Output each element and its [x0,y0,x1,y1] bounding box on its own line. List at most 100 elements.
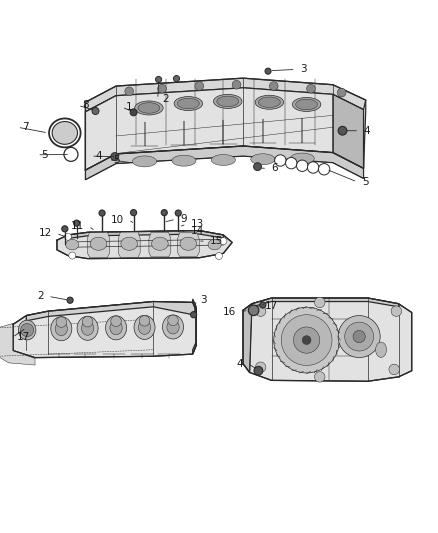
Circle shape [191,312,197,318]
Ellipse shape [208,239,221,250]
Circle shape [337,88,346,97]
Circle shape [269,82,278,91]
Polygon shape [88,231,110,258]
Circle shape [307,84,315,93]
Circle shape [389,364,399,375]
Text: 5: 5 [113,155,120,165]
Ellipse shape [258,97,280,108]
Text: 9: 9 [180,214,187,224]
Ellipse shape [214,94,242,108]
Text: 2: 2 [162,94,169,104]
Circle shape [64,147,78,161]
Text: 13: 13 [191,219,204,229]
Circle shape [265,68,271,74]
Circle shape [64,233,71,240]
Circle shape [345,322,374,351]
Ellipse shape [290,153,314,164]
Circle shape [92,108,99,115]
Circle shape [353,330,365,343]
Ellipse shape [292,98,321,111]
Circle shape [67,297,73,303]
Circle shape [111,152,119,160]
Circle shape [275,155,286,166]
Ellipse shape [177,98,199,109]
Ellipse shape [138,320,151,334]
Circle shape [307,162,319,173]
Polygon shape [149,232,171,257]
Ellipse shape [66,239,79,250]
Ellipse shape [375,342,387,358]
Circle shape [195,82,204,91]
Text: 4: 4 [95,151,102,161]
Circle shape [215,253,223,260]
Polygon shape [85,96,116,170]
Ellipse shape [90,237,107,251]
Ellipse shape [162,315,184,339]
Text: 3: 3 [201,295,207,305]
Text: 7: 7 [22,122,28,132]
Text: 5: 5 [362,177,368,187]
Circle shape [161,209,167,216]
Ellipse shape [77,316,98,340]
Circle shape [69,252,76,259]
Circle shape [297,160,308,172]
Circle shape [168,315,178,326]
Polygon shape [85,146,364,180]
Polygon shape [13,302,196,358]
Circle shape [131,209,137,216]
Polygon shape [118,232,140,257]
Polygon shape [252,298,399,307]
Circle shape [302,336,311,344]
Circle shape [286,157,297,169]
Ellipse shape [18,320,36,340]
Polygon shape [85,78,366,112]
Circle shape [82,317,93,327]
Polygon shape [193,299,196,354]
Circle shape [254,366,263,375]
Circle shape [338,126,347,135]
Circle shape [255,362,266,373]
Circle shape [111,316,121,327]
Polygon shape [177,233,199,256]
Text: 17: 17 [17,333,30,343]
Text: 8: 8 [82,100,89,110]
Text: 5: 5 [42,150,48,160]
Text: 15: 15 [210,236,223,246]
Text: 3: 3 [300,64,307,75]
Circle shape [173,76,180,82]
Ellipse shape [152,237,168,251]
Circle shape [281,314,332,366]
Circle shape [314,297,325,308]
Polygon shape [333,94,364,168]
Circle shape [155,76,162,83]
Ellipse shape [51,317,72,341]
Circle shape [139,316,150,326]
Text: 10: 10 [111,215,124,224]
Circle shape [255,306,266,317]
Circle shape [248,305,259,316]
Circle shape [338,316,380,358]
Ellipse shape [211,155,236,165]
Text: 11: 11 [71,221,84,231]
Ellipse shape [180,237,197,251]
Ellipse shape [174,96,203,110]
Polygon shape [243,304,252,373]
Circle shape [21,324,34,336]
Circle shape [158,84,166,93]
Ellipse shape [49,118,81,147]
Circle shape [254,163,261,171]
Ellipse shape [251,154,275,165]
Ellipse shape [255,95,284,109]
Circle shape [318,164,330,175]
Circle shape [62,226,68,232]
Circle shape [293,327,320,353]
Ellipse shape [134,316,155,340]
Text: 14: 14 [191,225,204,236]
Ellipse shape [52,122,78,144]
Polygon shape [243,298,412,381]
Circle shape [130,109,137,116]
Circle shape [99,210,105,216]
Text: 4: 4 [364,126,370,136]
Ellipse shape [167,320,179,334]
Circle shape [125,87,134,96]
